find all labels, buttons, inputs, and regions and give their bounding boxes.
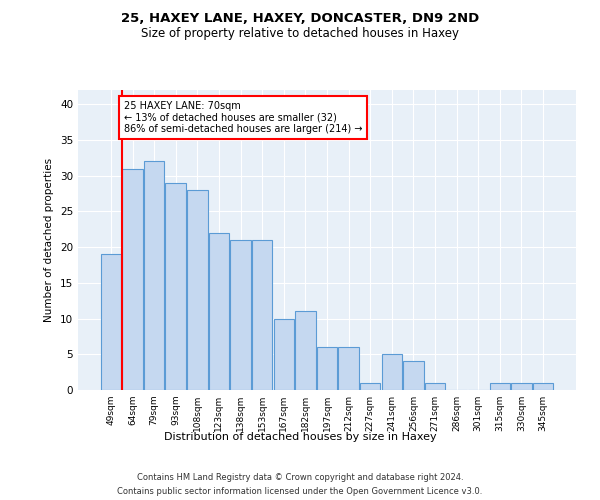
Text: Contains HM Land Registry data © Crown copyright and database right 2024.: Contains HM Land Registry data © Crown c… [137,472,463,482]
Bar [252,240,272,390]
Bar [533,383,553,390]
Bar [511,383,532,390]
Bar [295,312,316,390]
Text: Distribution of detached houses by size in Haxey: Distribution of detached houses by size … [164,432,436,442]
Bar [144,162,164,390]
Bar [209,233,229,390]
Bar [187,190,208,390]
Text: Contains public sector information licensed under the Open Government Licence v3: Contains public sector information licen… [118,488,482,496]
Bar [338,347,359,390]
Bar [230,240,251,390]
Bar [122,168,143,390]
Bar [403,362,424,390]
Bar [317,347,337,390]
Y-axis label: Number of detached properties: Number of detached properties [44,158,55,322]
Bar [382,354,402,390]
Bar [274,318,294,390]
Text: 25, HAXEY LANE, HAXEY, DONCASTER, DN9 2ND: 25, HAXEY LANE, HAXEY, DONCASTER, DN9 2N… [121,12,479,26]
Bar [360,383,380,390]
Bar [166,183,186,390]
Bar [425,383,445,390]
Text: 25 HAXEY LANE: 70sqm
← 13% of detached houses are smaller (32)
86% of semi-detac: 25 HAXEY LANE: 70sqm ← 13% of detached h… [124,100,362,134]
Text: Size of property relative to detached houses in Haxey: Size of property relative to detached ho… [141,28,459,40]
Bar [490,383,510,390]
Bar [101,254,121,390]
